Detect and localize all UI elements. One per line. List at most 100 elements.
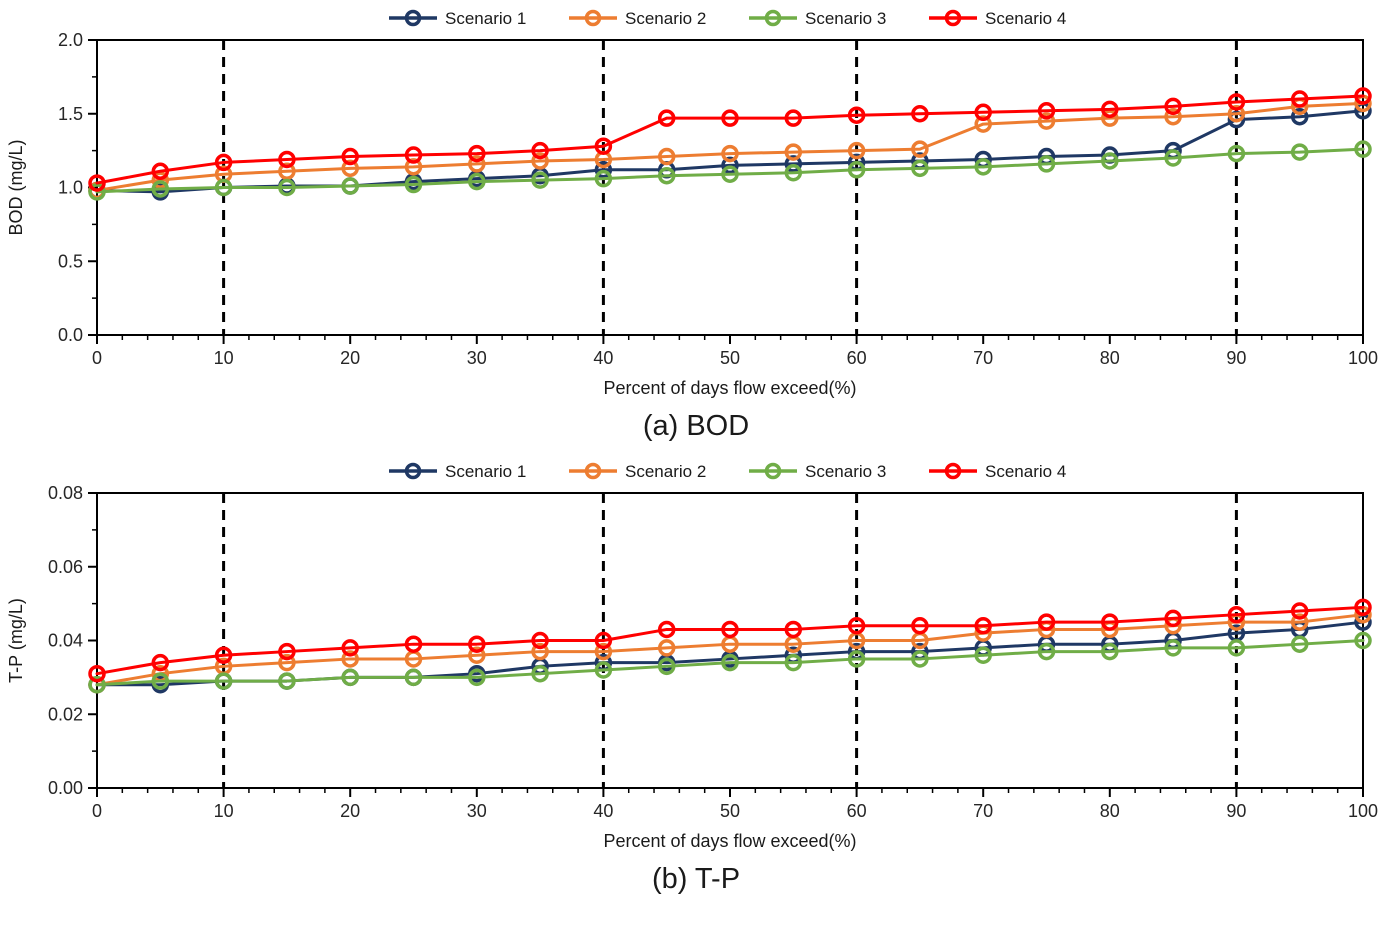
y-tick-label: 0.5 (58, 251, 83, 271)
data-point-marker (278, 162, 296, 181)
x-tick-label: 30 (467, 801, 487, 821)
data-point-marker (784, 109, 803, 127)
data-point-marker (911, 650, 929, 668)
data-point-marker (911, 617, 929, 635)
data-point-marker (1164, 609, 1182, 628)
x-tick-label: 60 (847, 348, 867, 368)
data-point-marker (594, 642, 613, 661)
data-point-marker (404, 158, 423, 176)
y-tick-label: 0.08 (48, 483, 83, 503)
data-point-marker (278, 150, 296, 169)
data-point-marker (721, 653, 739, 672)
data-point-marker (784, 143, 803, 161)
data-point-marker (1101, 100, 1119, 119)
data-point-marker (468, 172, 486, 191)
legend-item-scenario-4: Scenario 4 (929, 462, 1066, 481)
data-point-marker (657, 639, 676, 657)
data-point-marker (341, 668, 359, 687)
data-point-marker (468, 668, 486, 687)
data-point-marker (151, 672, 170, 690)
data-point-marker (1164, 97, 1182, 116)
data-point-marker (468, 635, 486, 653)
data-point-marker (594, 661, 613, 679)
y-tick-label: 2.0 (58, 30, 83, 50)
data-point-marker (847, 650, 866, 668)
legend-item-scenario-2: Scenario 2 (569, 9, 706, 28)
data-point-marker (468, 144, 486, 163)
data-point-marker (341, 147, 359, 166)
data-point-marker (1037, 155, 1056, 173)
data-point-marker (341, 159, 359, 178)
x-tick-label: 50 (720, 801, 740, 821)
x-tick-label: 20 (340, 801, 360, 821)
legend-marker (584, 9, 602, 27)
legend-item-scenario-1: Scenario 1 (389, 462, 526, 481)
data-point-marker (1290, 90, 1309, 108)
data-point-marker (1290, 602, 1309, 620)
data-point-marker (721, 109, 739, 127)
y-tick-label: 0.04 (48, 631, 83, 651)
data-point-marker (531, 642, 549, 661)
data-point-marker (1354, 631, 1372, 650)
legend-label: Scenario 4 (985, 462, 1066, 481)
data-point-marker (278, 178, 296, 197)
bod-figure: 0.0 0.5 1.0 1.5 2.0 0 10 20 30 40 50 60 70 80 90 100 Per… (0, 0, 1392, 453)
bod-chart: 0.0 0.5 1.0 1.5 2.0 0 10 20 30 40 50 60 70 80 90 100 Per… (6, 9, 1378, 398)
data-point-marker (88, 676, 106, 694)
x-tick-label: 0 (92, 801, 102, 821)
data-point-marker (88, 183, 106, 201)
legend-label: Scenario 4 (985, 9, 1066, 28)
legend-item-scenario-4: Scenario 4 (929, 9, 1066, 28)
y-axis-ticks: 0.00 0.02 0.04 0.06 0.08 (48, 483, 97, 798)
x-tick-label: 0 (92, 348, 102, 368)
data-point-marker (531, 152, 549, 170)
x-tick-label: 50 (720, 348, 740, 368)
data-point-marker (721, 165, 739, 183)
data-point-marker (911, 140, 929, 158)
data-point-marker (151, 171, 170, 189)
data-point-marker (341, 650, 359, 668)
data-point-marker (404, 175, 423, 194)
series-scenario-3 (88, 631, 1372, 694)
guideline-group (222, 40, 1238, 335)
data-point-marker (1101, 152, 1119, 170)
data-point-marker (1227, 105, 1246, 123)
data-point-marker (1290, 143, 1309, 161)
data-point-marker (657, 147, 676, 166)
legend-marker (944, 9, 962, 27)
data-point-marker (214, 153, 233, 172)
data-point-marker (531, 141, 549, 160)
data-point-marker (974, 158, 992, 176)
data-point-marker (531, 171, 549, 189)
legend-label: Scenario 3 (805, 462, 886, 481)
legend-marker (404, 9, 422, 27)
y-axis-ticks: 0.0 0.5 1.0 1.5 2.0 (58, 30, 97, 345)
legend: Scenario 1 Scenario 2 Scenario 3 Scenario 4 (389, 462, 1066, 481)
legend-label: Scenario 1 (445, 9, 526, 28)
y-tick-label: 0.00 (48, 778, 83, 798)
data-point-marker (1290, 107, 1309, 126)
data-point-marker (468, 155, 486, 173)
y-axis-label: BOD (mg/L) (6, 139, 26, 235)
data-point-marker (1164, 639, 1182, 657)
series-scenario-3 (88, 140, 1372, 201)
x-tick-label: 70 (973, 801, 993, 821)
data-point-marker (1101, 109, 1119, 127)
legend-item-scenario-2: Scenario 2 (569, 462, 706, 481)
legend-item-scenario-1: Scenario 1 (389, 9, 526, 28)
data-point-marker (278, 672, 296, 690)
legend-label: Scenario 3 (805, 9, 886, 28)
data-point-marker (1290, 635, 1309, 653)
data-point-marker (151, 653, 170, 672)
legend-marker (764, 462, 782, 480)
guideline-group (222, 493, 1238, 788)
data-point-marker (278, 642, 296, 661)
data-point-marker (847, 106, 866, 124)
series-line (95, 101, 1365, 192)
data-point-marker (341, 177, 359, 195)
legend-label: Scenario 2 (625, 462, 706, 481)
caption-bod: (a) BOD (642, 410, 750, 442)
data-point-marker (1227, 144, 1246, 163)
data-point-marker (784, 653, 803, 672)
legend-label: Scenario 1 (445, 462, 526, 481)
